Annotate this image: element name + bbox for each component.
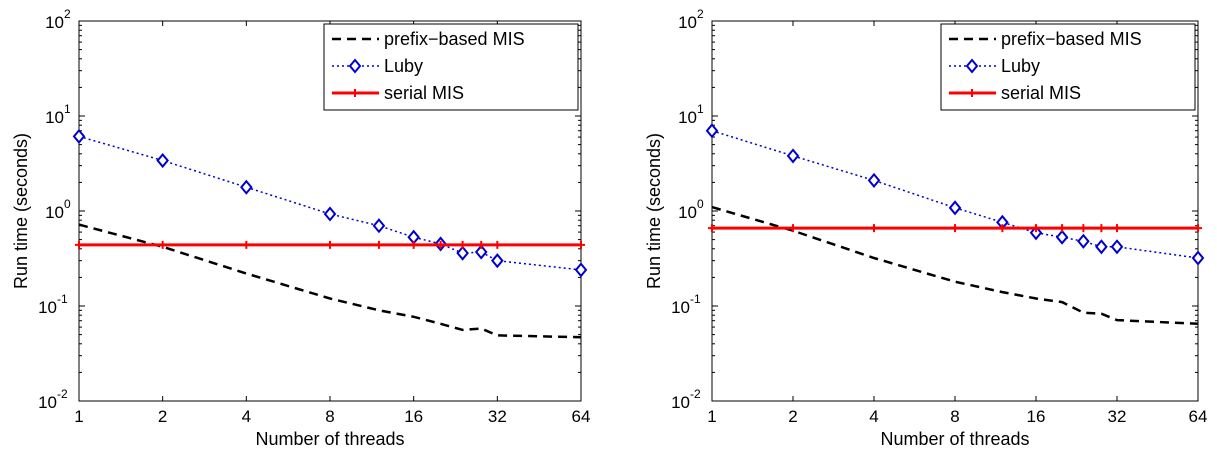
data-point-diamond (456, 245, 469, 261)
legend-marker-diamond (965, 58, 979, 74)
data-point-diamond (491, 253, 504, 269)
y-tick-exponent: 0 (64, 197, 71, 211)
data-point-diamond (1077, 233, 1090, 249)
legend-label: serial MIS (1001, 83, 1081, 103)
data-point-plus (436, 240, 445, 249)
y-tick-exponent: -1 (690, 292, 701, 306)
y-tick-label: 10 (678, 13, 697, 32)
series-line-diamond (78, 135, 582, 271)
x-tick-label: 16 (404, 407, 423, 426)
x-tick-label: 64 (572, 407, 591, 426)
data-point-diamond (786, 148, 800, 164)
data-point-diamond (1110, 239, 1124, 255)
y-tick-exponent: 1 (697, 102, 704, 116)
y-tick-exponent: -2 (57, 387, 68, 401)
data-point-plus (1097, 224, 1106, 233)
y-tick-label: 10 (45, 108, 64, 127)
data-point-diamond (372, 218, 386, 234)
x-tick-label: 2 (158, 407, 167, 426)
x-axis-label: Number of threads (255, 429, 404, 449)
data-point-diamond (1055, 229, 1069, 245)
x-tick-label: 32 (1108, 407, 1127, 426)
y-tick-exponent: -1 (57, 292, 68, 306)
data-point-plus (998, 224, 1007, 233)
data-point-plus (951, 224, 959, 233)
data-point-diamond (948, 200, 962, 216)
data-point-diamond (156, 152, 169, 169)
data-point-plus (1194, 224, 1202, 233)
x-tick-label: 8 (950, 407, 959, 426)
data-point-diamond (574, 262, 588, 278)
y-tick-label: 10 (38, 393, 57, 412)
x-tick-label: 64 (1189, 407, 1208, 426)
data-point-plus (1032, 224, 1040, 233)
data-point-plus (577, 240, 585, 249)
data-point-diamond (705, 123, 719, 139)
legend-marker-diamond (348, 58, 362, 74)
legend-marker-plus (968, 89, 976, 97)
data-point-plus (1113, 224, 1121, 233)
x-tick-label: 2 (788, 407, 797, 426)
legend-label: Luby (384, 56, 423, 76)
legend-marker-plus (351, 89, 359, 97)
y-tick-exponent: 2 (697, 7, 704, 21)
data-point-plus (493, 240, 502, 249)
x-tick-label: 1 (707, 407, 716, 426)
data-point-plus (242, 240, 251, 249)
data-point-plus (477, 240, 486, 249)
x-tick-label: 16 (1027, 407, 1046, 426)
x-tick-label: 1 (74, 407, 83, 426)
y-tick-exponent: 2 (64, 7, 71, 21)
data-point-diamond (867, 172, 881, 188)
y-tick-label: 10 (45, 203, 64, 222)
data-point-diamond (240, 179, 253, 195)
legend-label: Luby (1001, 56, 1040, 76)
data-point-plus (708, 224, 716, 233)
legend-label: prefix−based MIS (1001, 29, 1142, 49)
data-point-plus (1079, 224, 1088, 233)
y-tick-label: 10 (671, 298, 690, 317)
data-point-diamond (1095, 239, 1108, 255)
series-line-none (78, 223, 582, 339)
data-point-diamond (1191, 250, 1205, 266)
data-point-plus (374, 240, 383, 249)
y-tick-label: 10 (678, 203, 697, 222)
data-point-plus (789, 224, 797, 233)
legend-label: prefix−based MIS (384, 29, 525, 49)
x-tick-label: 4 (242, 407, 251, 426)
y-tick-label: 10 (38, 298, 57, 317)
y-axis-label: Run time (seconds) (11, 133, 31, 289)
data-point-plus (1058, 224, 1067, 233)
data-point-diamond (72, 128, 86, 144)
x-tick-label: 8 (325, 407, 334, 426)
data-point-diamond (1029, 225, 1043, 241)
data-point-diamond (474, 244, 488, 260)
y-tick-label: 10 (45, 13, 64, 32)
x-axis-label: Number of threads (880, 429, 1029, 449)
data-point-plus (75, 240, 83, 249)
y-tick-exponent: 0 (697, 197, 704, 211)
data-point-diamond (323, 206, 337, 222)
y-tick-exponent: -2 (690, 387, 701, 401)
data-point-plus (326, 240, 334, 249)
y-tick-label: 10 (678, 108, 697, 127)
x-tick-label: 32 (488, 407, 507, 426)
data-point-plus (409, 240, 418, 249)
data-point-plus (158, 240, 167, 249)
legend-label: serial MIS (384, 83, 464, 103)
y-tick-exponent: 1 (64, 102, 71, 116)
x-tick-label: 4 (869, 407, 878, 426)
data-point-plus (870, 224, 878, 233)
series-line-none (711, 205, 1199, 326)
data-point-plus (458, 240, 467, 249)
y-axis-label: Run time (seconds) (644, 133, 664, 289)
y-tick-label: 10 (671, 393, 690, 412)
